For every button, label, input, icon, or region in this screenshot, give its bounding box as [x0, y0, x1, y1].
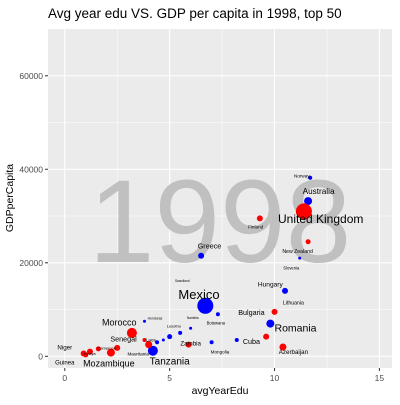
data-point	[282, 288, 288, 294]
x-tick-label: 5	[167, 373, 172, 383]
point-label: Guinea	[55, 361, 75, 367]
data-point	[162, 338, 165, 341]
point-label: Bulgaria	[238, 308, 264, 317]
data-point	[306, 239, 311, 244]
point-label: Australia	[303, 187, 335, 196]
y-axis-title: GDPperCapita	[4, 164, 16, 232]
point-label: Romania	[274, 323, 316, 335]
point-label: Tanzania	[150, 357, 190, 368]
point-label: Laos	[146, 337, 157, 342]
point-label: Kenya	[84, 351, 96, 356]
data-point	[266, 320, 274, 328]
point-label: New Zealand	[282, 249, 313, 255]
point-label: Senegal	[110, 334, 137, 343]
y-tick-label: 20000	[19, 258, 43, 268]
data-point	[143, 320, 146, 323]
data-point	[263, 334, 269, 340]
x-axis-title: avgYearEdu	[192, 385, 249, 397]
point-label: Lesotho	[167, 323, 182, 328]
point-label: Swaziland	[175, 279, 190, 283]
data-point	[178, 331, 182, 335]
point-label: Lithuania	[283, 300, 304, 306]
chart-title: Avg year edu VS. GDP per capita in 1998,…	[48, 6, 342, 21]
x-tick-label: 15	[375, 373, 385, 383]
point-label: Azerbaijan	[279, 349, 309, 356]
x-axis-ticks: 0 5 10 15	[62, 368, 384, 383]
x-tick-label: 10	[270, 373, 280, 383]
y-tick-label: 40000	[19, 164, 43, 174]
data-point	[257, 215, 263, 221]
point-label: Zambia	[180, 341, 201, 348]
y-axis-ticks: 0 20000 40000 60000	[19, 71, 48, 362]
point-label: Cameroon	[97, 345, 116, 350]
point-label: Niger	[57, 344, 72, 351]
point-label: United Kingdom	[278, 212, 363, 226]
data-point	[272, 309, 278, 315]
point-label: Cuba	[243, 337, 260, 346]
x-tick-label: 0	[62, 373, 67, 383]
data-point	[167, 334, 172, 339]
point-label: Norway	[294, 174, 310, 179]
data-point	[298, 257, 301, 260]
y-tick-label: 0	[38, 351, 43, 361]
point-label: Honduras	[148, 316, 163, 320]
point-label: Mauritania	[127, 351, 149, 356]
data-point	[210, 340, 214, 344]
point-label: Mozambique	[83, 359, 135, 369]
data-point	[198, 253, 204, 259]
y-tick-label: 60000	[19, 71, 43, 81]
data-point	[235, 338, 239, 342]
point-label: Morocco	[102, 317, 137, 327]
point-label: Mongolia	[211, 350, 230, 355]
point-label: Greece	[198, 241, 222, 250]
point-label: Mexico	[178, 287, 219, 302]
data-point	[216, 312, 220, 316]
point-label: Botswana	[207, 321, 226, 326]
point-label: Namibia	[187, 316, 199, 320]
point-label: Finland	[248, 225, 264, 230]
point-label: Slovenia	[283, 265, 300, 270]
data-point	[189, 327, 192, 330]
point-label: Hungary	[258, 282, 284, 289]
